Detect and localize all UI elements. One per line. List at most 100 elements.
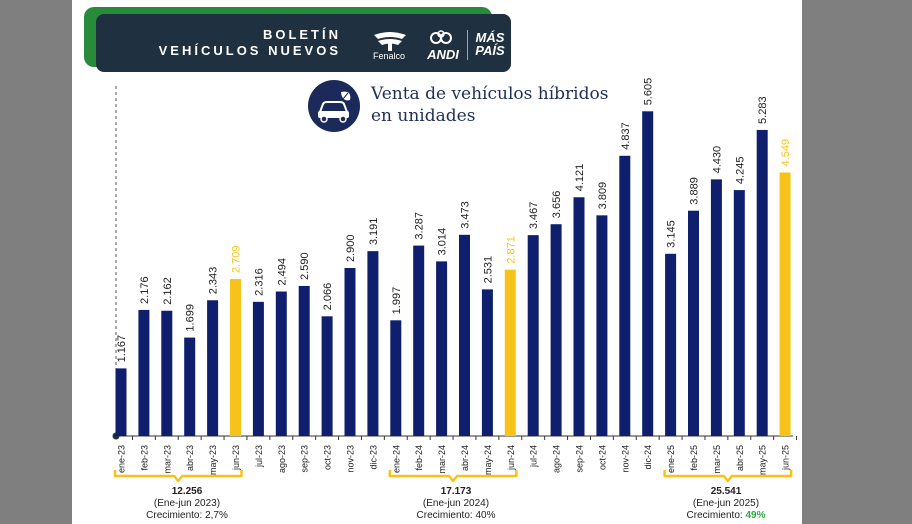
summary-growth-value: 49% (745, 510, 766, 521)
x-tick-label: feb-24 (414, 445, 424, 471)
summary-total: 12.256 (171, 486, 203, 497)
maspais-logo-line2: PAÍS (475, 43, 505, 58)
bar-value-label: 3.656 (551, 191, 563, 219)
summary-total: 17.173 (440, 486, 472, 497)
bar (138, 309, 150, 436)
bar-value-label: 2.343 (208, 267, 220, 295)
bar-value-label: 4.837 (620, 122, 632, 150)
x-tick-label: feb-25 (689, 445, 699, 471)
x-tick-label: abr-23 (185, 445, 195, 471)
x-tick-label: sep-23 (300, 445, 310, 473)
x-tick-label: mar-24 (437, 445, 447, 474)
bar-value-label: 2.176 (139, 276, 151, 304)
bar-value-label: 2.531 (482, 256, 494, 284)
chart-title-line2: en unidades (371, 106, 476, 126)
bar (252, 301, 264, 436)
x-tick-label: jul-23 (254, 445, 264, 468)
summary-2025: 25.541 (Ene-jun 2025) Crecimiento: 49% (678, 486, 774, 522)
bar (184, 337, 196, 436)
x-tick-label: mar-25 (712, 445, 722, 474)
bar (390, 320, 402, 436)
bar (413, 245, 425, 436)
x-tick-label: ago-24 (552, 445, 562, 473)
summary-growth-label: Crecimiento: (146, 510, 203, 521)
summary-period: (Ene-jun 2023) (153, 498, 221, 509)
fenalco-logo-label: Fenalco (372, 51, 406, 61)
summary-growth-label: Crecimiento: (686, 510, 743, 521)
x-tick-label: dic-24 (643, 445, 653, 470)
bar-value-label: 4.430 (711, 146, 723, 174)
bar-value-label: 3.809 (597, 182, 609, 210)
banner-title-line1: BOLETÍN (262, 27, 341, 42)
bar-value-label: 3.287 (414, 212, 426, 240)
x-tick-label: dic-23 (368, 445, 378, 470)
hybrid-car-icon (308, 80, 360, 132)
summary-2024: 17.173 (Ene-jun 2024) Crecimiento: 40% (408, 486, 504, 522)
bar-chart: 1.167 ene-23 2.176 feb-23 2.162 mar-23 1.699 ab… (112, 78, 798, 483)
bar (275, 291, 287, 436)
bar (436, 261, 448, 436)
bar (550, 224, 562, 436)
bar-value-label: 2.709 (231, 246, 243, 274)
slide: BOLETÍN VEHÍCULOS NUEVOS Fenalco ANDI MÁ… (72, 0, 802, 524)
bar-value-label: 2.900 (345, 234, 357, 262)
x-tick-label: jun-23 (231, 445, 241, 471)
summary-period: (Ene-jun 2025) (692, 498, 760, 509)
group-brace (663, 470, 793, 483)
maspais-logo-line1: MÁS (475, 30, 505, 45)
x-tick-label: oct-24 (597, 445, 607, 470)
x-tick-label: nov-24 (620, 445, 630, 473)
x-tick-label: ene-25 (666, 445, 676, 473)
fenalco-logo-icon (374, 32, 406, 51)
bar (527, 235, 539, 436)
bar (596, 215, 608, 436)
summary-growth-label: Crecimiento: (416, 510, 473, 521)
bar-value-label: 1.167 (116, 335, 128, 363)
bar (779, 172, 791, 436)
logo-separator (467, 30, 468, 60)
bar-value-label: 2.590 (299, 252, 311, 280)
bar-value-label: 3.889 (689, 177, 701, 205)
bar (688, 210, 699, 436)
bar (573, 197, 585, 436)
banner: BOLETÍN VEHÍCULOS NUEVOS Fenalco ANDI MÁ… (96, 14, 511, 72)
bar (230, 279, 241, 436)
bar-value-label: 3.014 (437, 228, 449, 256)
x-tick-label: may-25 (758, 445, 768, 475)
chart-title-line1: Venta de vehículos híbridos (371, 84, 609, 104)
bar (321, 316, 333, 436)
bar (733, 190, 745, 436)
bar-value-label: 2.162 (162, 277, 174, 305)
bar (481, 289, 493, 436)
x-tick-label: ene-24 (391, 445, 401, 473)
bar-value-label: 4.245 (734, 157, 746, 185)
bar-value-label: 5.283 (757, 96, 769, 124)
andi-logo-label: ANDI (427, 47, 459, 62)
bar (619, 155, 631, 436)
group-brace (113, 470, 243, 483)
bar (161, 310, 173, 436)
bar-value-label: 3.467 (528, 202, 540, 230)
bar-value-label: 5.605 (643, 78, 655, 106)
bar-value-label: 2.494 (276, 258, 288, 286)
summary-growth-value: 2,7% (205, 510, 228, 521)
bar (459, 234, 470, 436)
x-tick-label: jul-24 (529, 445, 539, 468)
x-tick-label: nov-23 (346, 445, 356, 473)
bar (756, 129, 768, 436)
x-tick-label: may-23 (208, 445, 218, 475)
x-tick-label: feb-23 (139, 445, 149, 471)
bar (710, 179, 722, 436)
x-tick-label: jun-24 (506, 445, 516, 471)
x-tick-label: sep-24 (575, 445, 585, 473)
x-tick-label: ene-23 (117, 445, 127, 473)
x-tick-label: abr-24 (460, 445, 470, 471)
bar (504, 269, 516, 436)
bar-value-label: 4.549 (780, 139, 792, 167)
summary-growth-value: 40% (475, 510, 496, 521)
bar-value-label: 3.145 (666, 220, 678, 248)
x-tick-label: jun-25 (781, 445, 791, 471)
bar-value-label: 2.066 (322, 283, 334, 311)
group-brace (388, 470, 518, 483)
summary-period: (Ene-jun 2024) (422, 498, 490, 509)
